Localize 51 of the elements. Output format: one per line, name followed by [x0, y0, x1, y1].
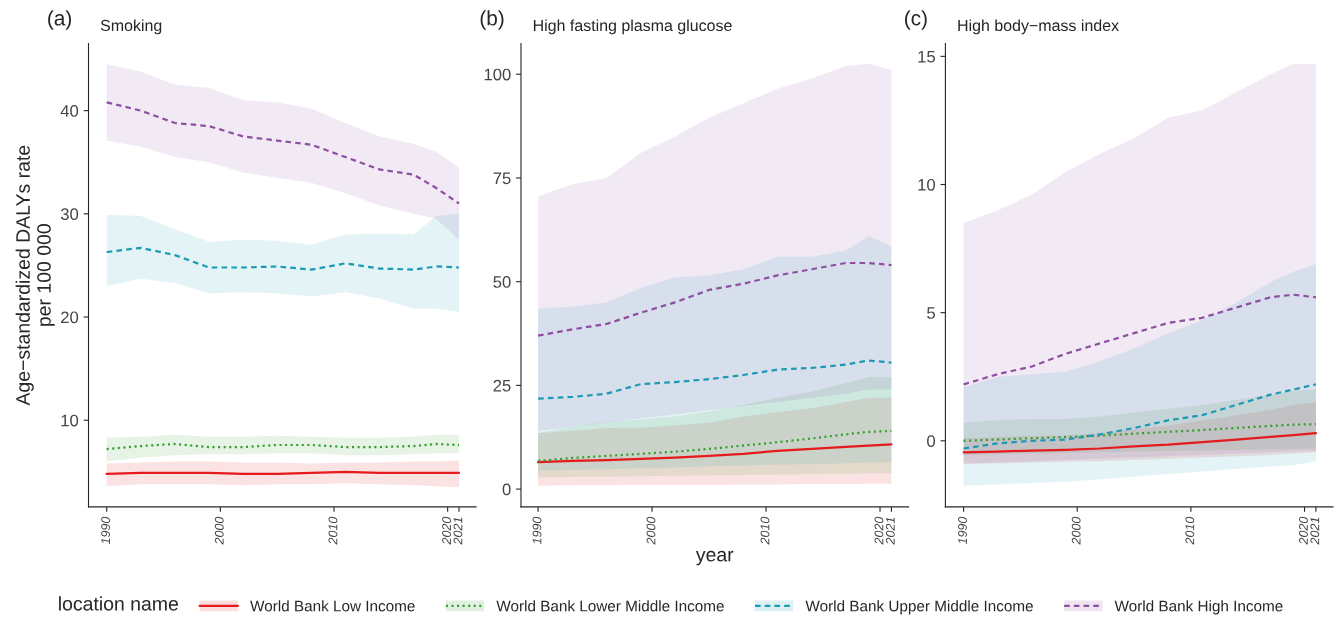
x-tick-label: 2020 — [1299, 516, 1308, 545]
x-tick-label: 2010 — [1185, 516, 1195, 545]
line-series — [105, 101, 461, 205]
x-tick-label: 2021 — [453, 517, 463, 545]
y-tick-label: 10 — [61, 414, 79, 427]
chart-title: (b) — [480, 10, 504, 30]
x-tick-label: 2021 — [1310, 517, 1320, 545]
x-tick-label: 2020 — [874, 516, 884, 545]
x-tick-label: 1990 — [958, 516, 967, 545]
x-tick-label: 2000 — [214, 516, 224, 545]
x-tick-label: 2021 — [885, 517, 895, 545]
chart-subtitle: High fasting plasma glucose — [533, 19, 732, 35]
line-series — [536, 443, 893, 464]
legend-title: location name — [59, 596, 178, 611]
line-series — [536, 359, 893, 400]
x-tick-label: 1990 — [532, 516, 542, 545]
chart-title: (a) — [48, 10, 72, 30]
y-tick-label: 100 — [484, 68, 511, 81]
line-series — [962, 432, 1318, 454]
y-tick-label: 75 — [493, 172, 511, 185]
chart-subtitle: High body−mass index — [958, 19, 1119, 35]
chart-subtitle: Smoking — [100, 19, 162, 35]
y-tick-label: 50 — [493, 276, 511, 288]
x-tick-label: 2010 — [328, 516, 338, 545]
y-tick-label: 0 — [927, 435, 936, 448]
y-tick-label: 10 — [918, 178, 936, 191]
legend-label: World Bank Low Income — [250, 600, 415, 612]
y-tick-label: 15 — [918, 50, 935, 63]
y-tick-label: 25 — [493, 379, 511, 392]
y-tick-label: 30 — [60, 208, 79, 221]
y-tick-label: 0 — [502, 483, 511, 496]
legend-label: World Bank Upper Middle Income — [805, 600, 1033, 615]
x-tick-label: 2000 — [646, 516, 656, 545]
line-series — [962, 383, 1318, 450]
line-series — [536, 261, 893, 337]
x-tick-label: 2000 — [1071, 516, 1081, 545]
y-axis-title: Age−standardized DALYs rate per 100 000 — [15, 145, 55, 406]
y-tick-label: 40 — [60, 105, 79, 117]
x-tick-label: 2020 — [442, 516, 451, 545]
line-series — [105, 246, 461, 271]
line-series — [962, 293, 1318, 386]
x-tick-label: 2010 — [760, 516, 770, 545]
y-tick-label: 5 — [927, 307, 935, 319]
chart-title: (c) — [905, 10, 927, 30]
legend-label: World Bank Lower Middle Income — [496, 600, 724, 612]
x-axis-title: year — [695, 550, 734, 566]
line-series — [962, 423, 1318, 442]
legend-label: World Bank High Income — [1114, 600, 1283, 615]
y-tick-label: 20 — [61, 311, 79, 324]
line-series — [536, 429, 893, 462]
x-tick-label: 1990 — [101, 516, 111, 545]
